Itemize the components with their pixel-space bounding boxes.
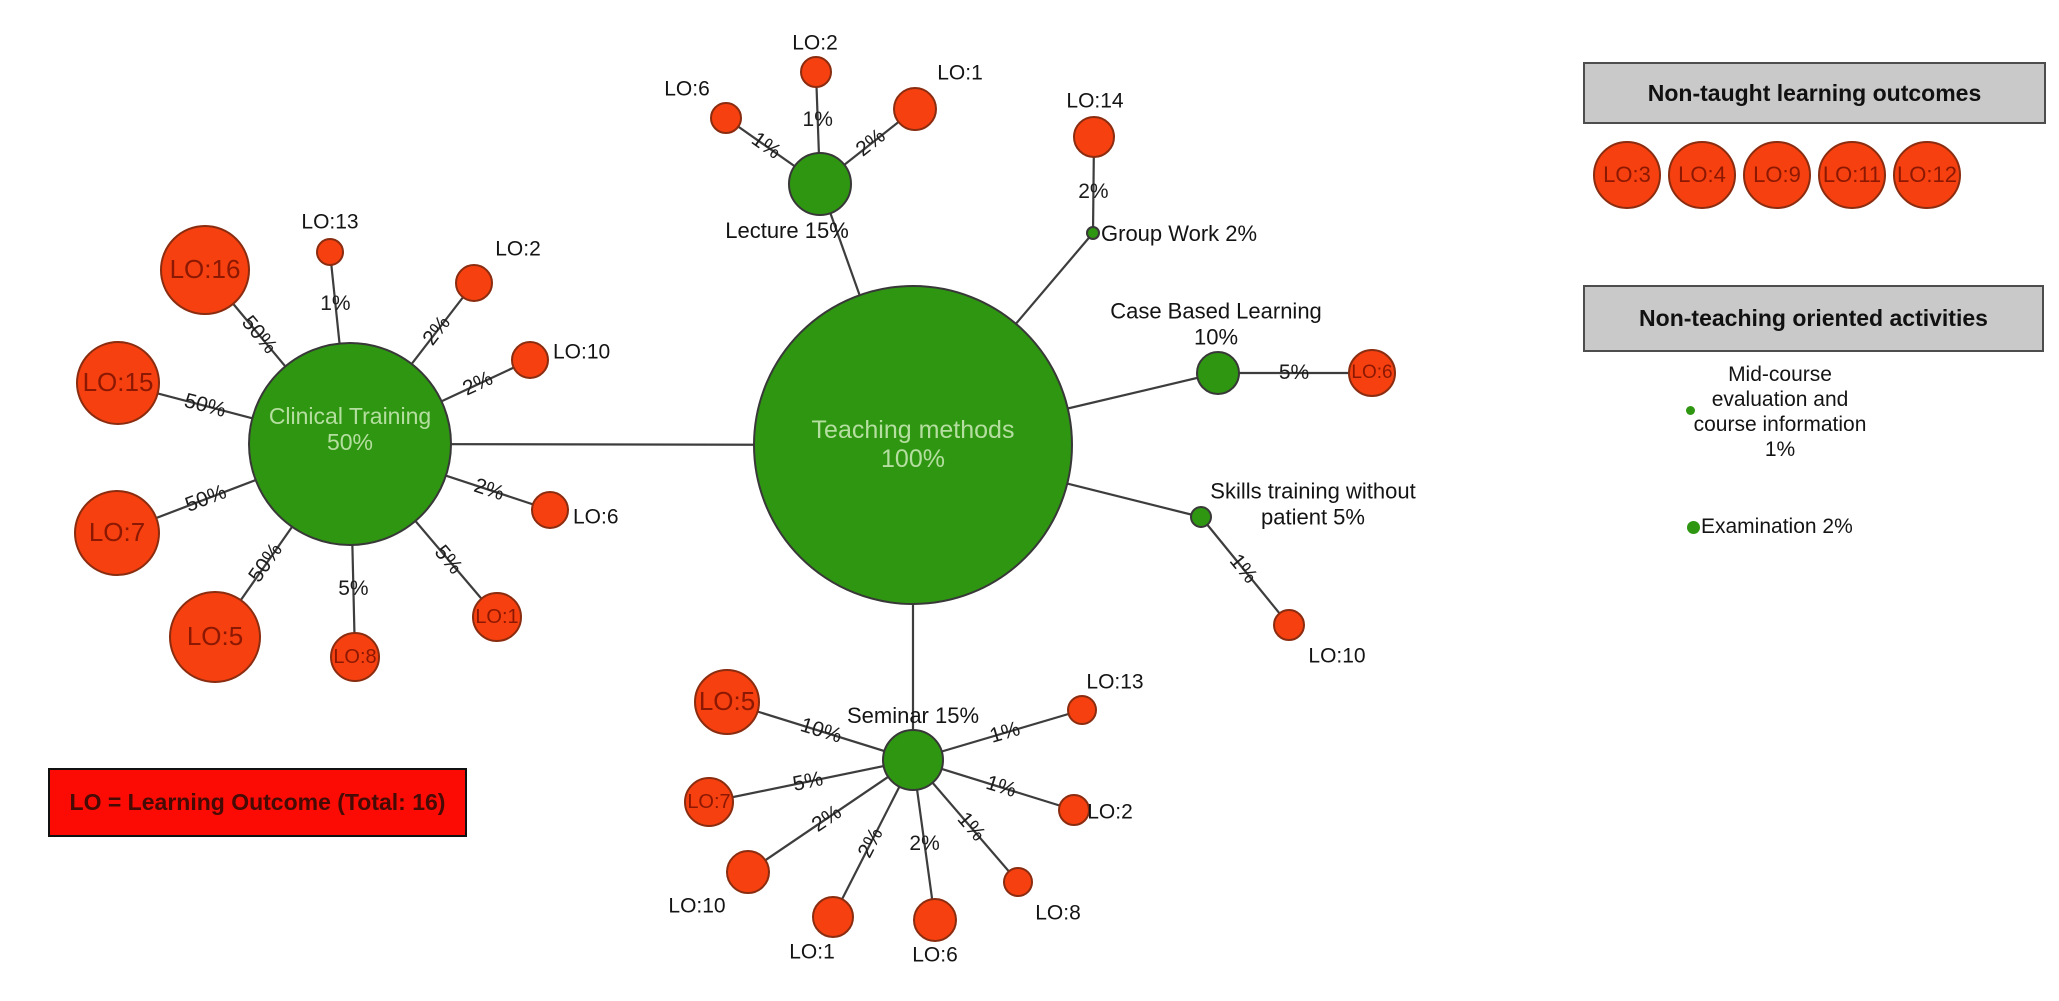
node-label-sk_lo10: LO:10: [1308, 644, 1366, 668]
node-s_lo2: [1058, 794, 1090, 826]
legend-outcome-circle-LO-3: LO:3: [1593, 141, 1661, 209]
node-c_lo13: [316, 238, 344, 266]
legend-outcome-circle-LO-12: LO:12: [1893, 141, 1961, 209]
edge-label-lecture-l_lo2: 1%: [802, 108, 833, 131]
edge-seminar-s_lo10: [747, 759, 914, 873]
edge-label-clinical-c_lo8: 5%: [338, 576, 369, 600]
midcourse-dot-icon: [1686, 406, 1695, 415]
node-label-l_lo2: LO:2: [792, 31, 838, 55]
node-c_lo15: LO:15: [76, 341, 160, 425]
node-c_lo1: LO:1: [472, 592, 522, 642]
node-cbl: [1196, 351, 1240, 395]
legend-outcome-circle-LO-11: LO:11: [1818, 141, 1886, 209]
node-s_lo8: [1003, 867, 1033, 897]
node-l_lo6: [710, 102, 742, 134]
examination-label: Examination 2%: [1701, 515, 1853, 538]
node-c_lo2: [455, 264, 493, 302]
node-label-s_lo13: LO:13: [1086, 670, 1144, 694]
legend-outcome-circle-LO-9: LO:9: [1743, 141, 1811, 209]
node-label-s_lo6: LO:6: [912, 943, 958, 967]
node-label-l_lo6: LO:6: [664, 77, 710, 101]
node-label-s_lo1: LO:1: [789, 940, 835, 964]
node-label-c_lo10: LO:10: [553, 340, 611, 364]
edge-label-cbl-cbl_lo6: 5%: [1278, 361, 1310, 384]
examination-dot-icon: [1687, 521, 1700, 534]
node-gw_lo14: [1073, 116, 1115, 158]
edge-label-clinical-c_lo13: 1%: [320, 292, 351, 316]
legend-outcome-circle-LO-4: LO:4: [1668, 141, 1736, 209]
node-c_lo10: [511, 341, 549, 379]
edge-label-groupwork-gw_lo14: 2%: [1078, 179, 1109, 203]
edge-label-seminar-s_lo6: 2%: [909, 832, 940, 856]
node-label-groupwork: Group Work 2%: [1101, 220, 1258, 246]
legend-non-taught-title: Non-taught learning outcomes: [1647, 79, 1982, 106]
node-label-s_lo2: LO:2: [1087, 800, 1133, 824]
node-s_lo7: LO:7: [684, 777, 734, 827]
node-s_lo13: [1067, 695, 1097, 725]
node-s_lo6: [913, 898, 957, 942]
node-cbl_lo6: LO:6: [1348, 349, 1396, 397]
node-sk_lo10: [1273, 609, 1305, 641]
lo-note-box: LO = Learning Outcome (Total: 16): [48, 768, 467, 837]
node-label-lecture: Lecture 15%: [725, 217, 849, 243]
node-label-c_lo13: LO:13: [301, 210, 359, 234]
legend-non-taught-circles: LO:3 LO:4 LO:9 LO:11 LO:12: [1593, 141, 1961, 209]
node-clinical: Clinical Training 50%: [248, 342, 452, 546]
midcourse-label: Mid-course evaluation and course informa…: [1693, 363, 1867, 461]
node-skills: [1190, 506, 1212, 528]
node-l_lo2: [800, 56, 832, 88]
node-label-s_lo10: LO:10: [668, 894, 726, 918]
node-label-s_lo8: LO:8: [1035, 901, 1081, 925]
node-s_lo10: [726, 850, 770, 894]
node-seminar: [882, 729, 944, 791]
node-label-seminar: Seminar 15%: [846, 702, 980, 728]
node-c_lo6: [531, 491, 569, 529]
node-groupwork: [1086, 226, 1100, 240]
node-l_lo1: [893, 87, 937, 131]
node-label-skills: Skills training without patient 5%: [1210, 478, 1416, 530]
node-c_lo7: LO:7: [74, 490, 160, 576]
node-c_lo5: LO:5: [169, 591, 261, 683]
node-s_lo1: [812, 896, 854, 938]
node-teaching: Teaching methods 100%: [753, 285, 1073, 605]
lo-note-text: LO = Learning Outcome (Total: 16): [69, 789, 446, 815]
node-s_lo5: LO:5: [694, 669, 760, 735]
node-label-c_lo2: LO:2: [495, 237, 541, 261]
edge-skills-sk_lo10: [1200, 516, 1290, 626]
node-c_lo8: LO:8: [330, 632, 380, 682]
legend-non-teaching-title: Non-teaching oriented activities: [1639, 305, 1988, 331]
legend-non-teaching-box: Non-teaching oriented activities: [1583, 285, 2044, 352]
legend-non-taught-box: Non-taught learning outcomes: [1583, 62, 2046, 124]
node-label-cbl: Case Based Learning 10%: [1110, 298, 1322, 350]
node-label-l_lo1: LO:1: [937, 61, 983, 85]
node-lecture: [788, 152, 852, 216]
edge-seminar-s_lo7: [708, 758, 914, 804]
node-label-gw_lo14: LO:14: [1066, 89, 1124, 113]
node-label-c_lo6: LO:6: [573, 505, 619, 529]
node-c_lo16: LO:16: [160, 225, 250, 315]
